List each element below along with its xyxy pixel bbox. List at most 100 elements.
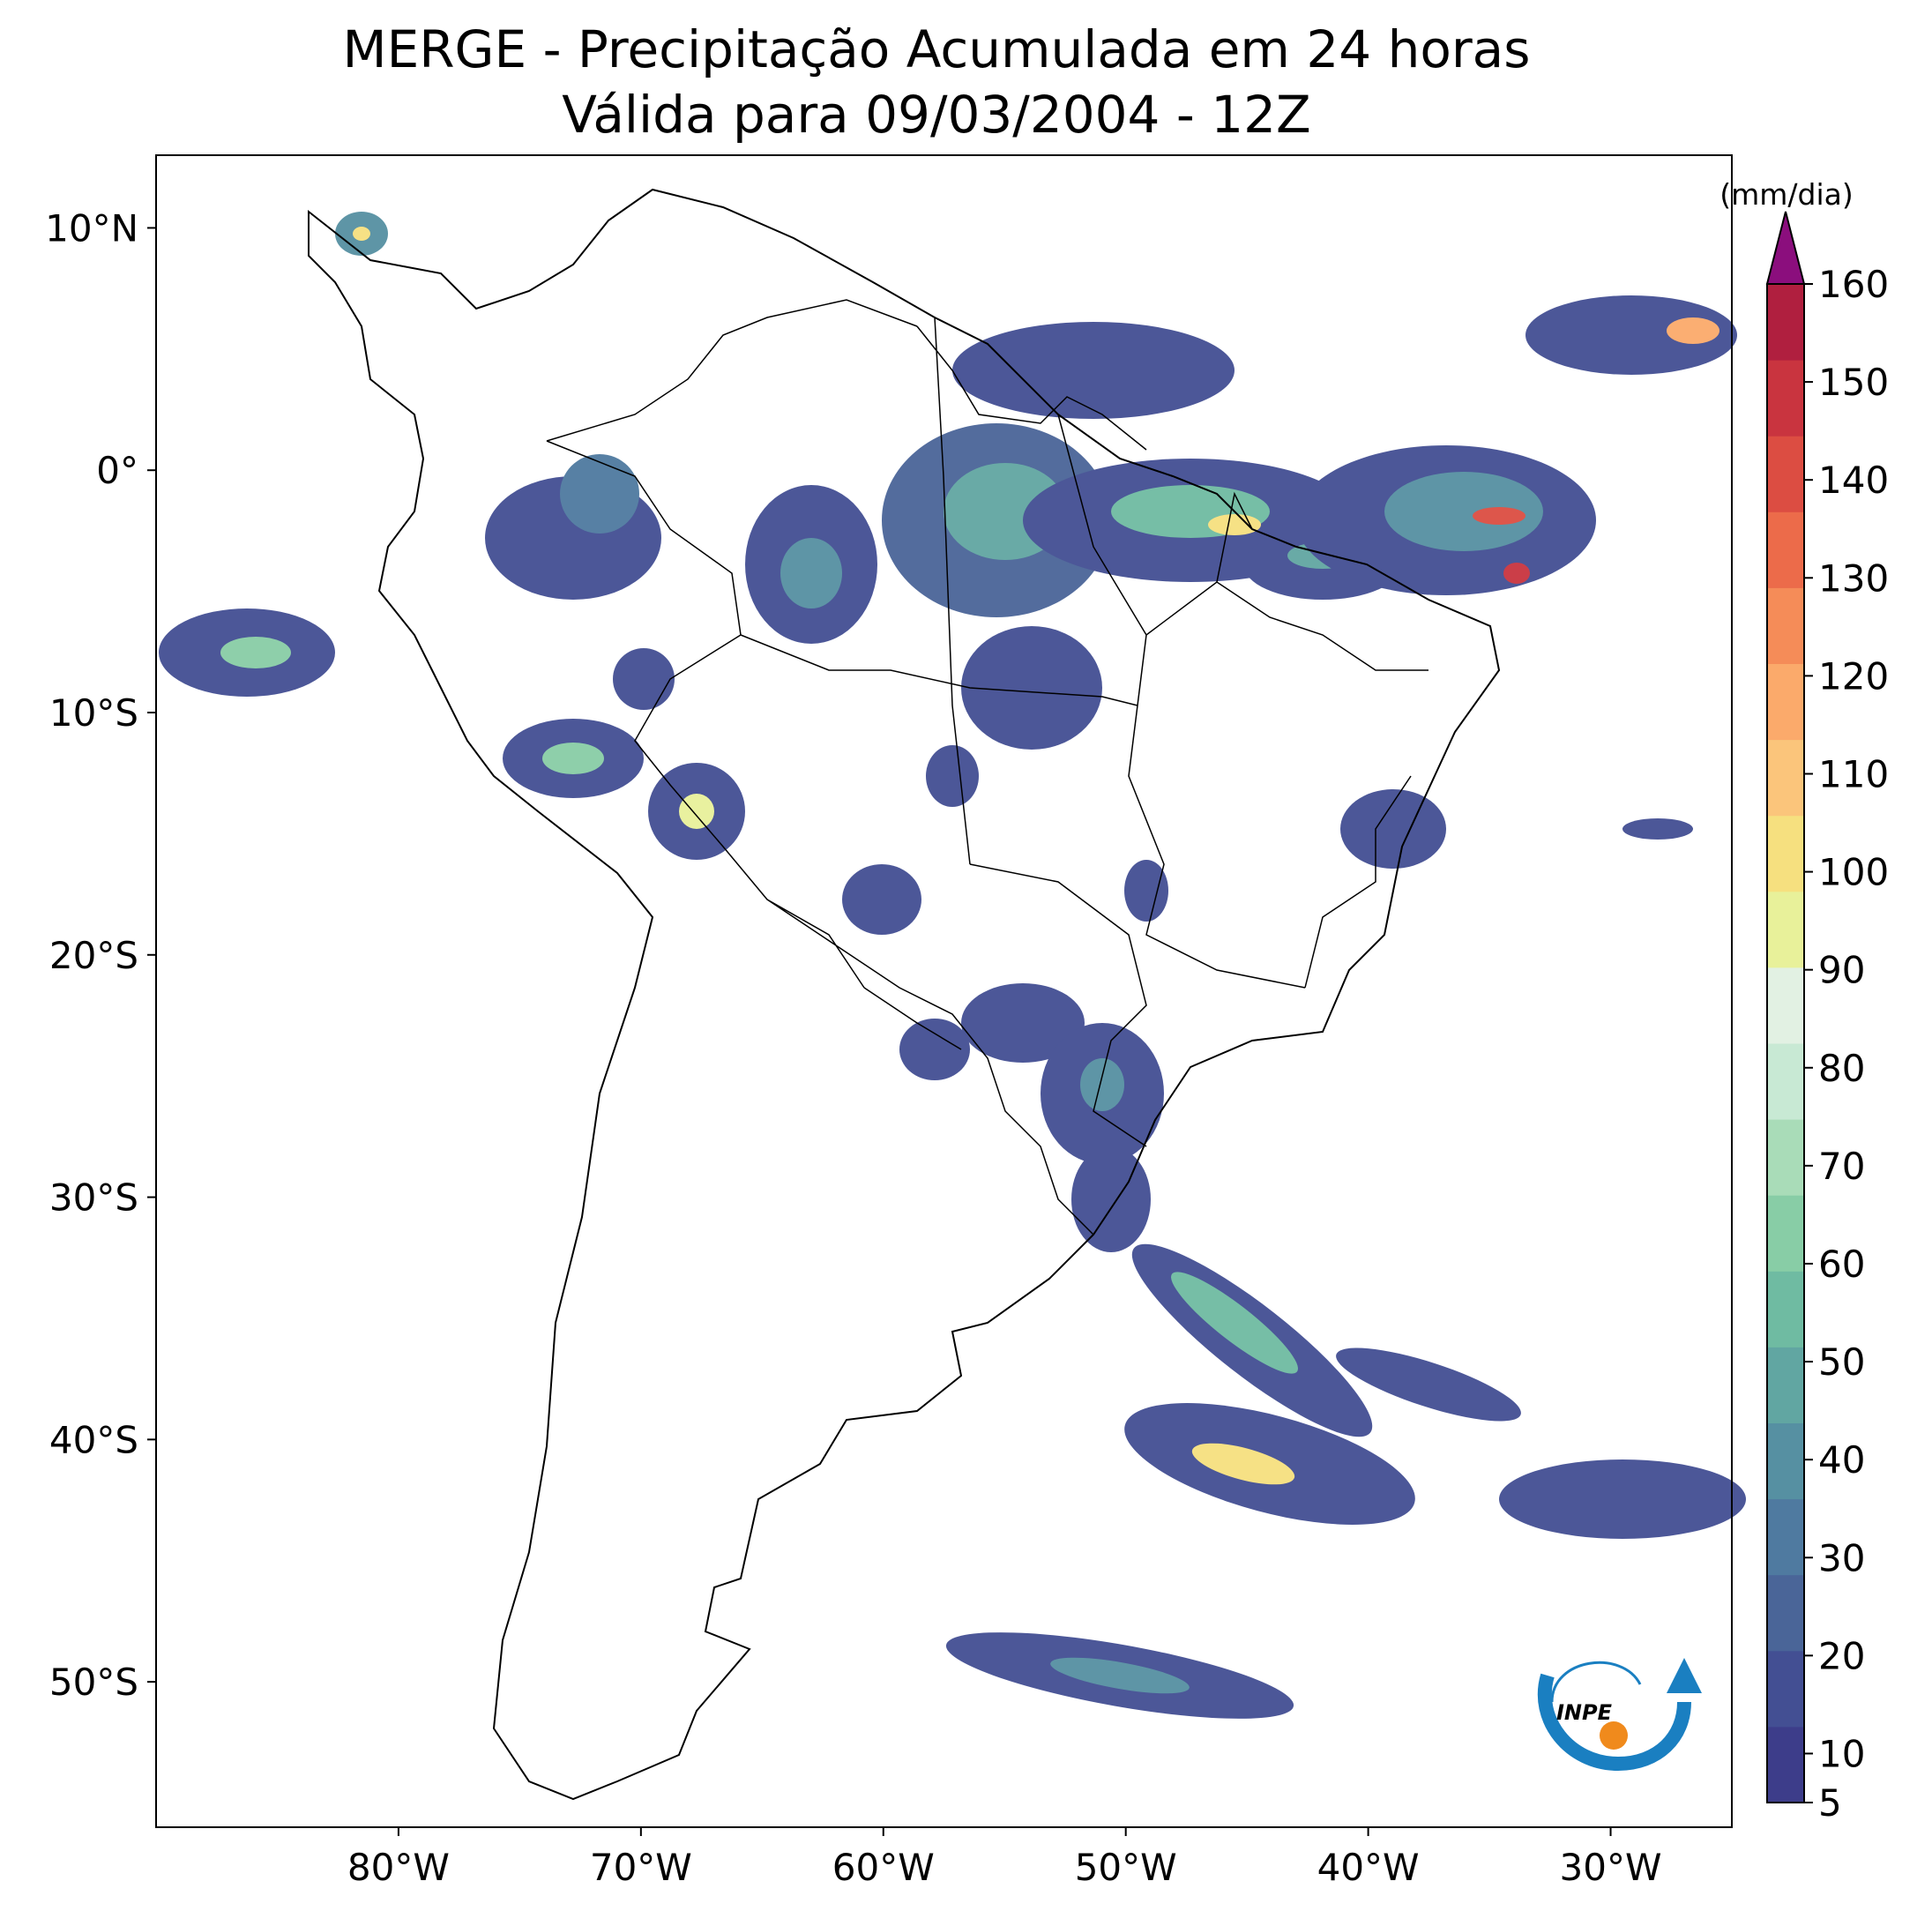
map-frame [155, 154, 1733, 1828]
longitude-axis: 80°W 70°W 60°W 50°W 40°W 30°W [347, 1827, 1662, 1889]
colorbar-frame [1766, 283, 1805, 1803]
colorbar-tick-label: 160 [1818, 263, 1889, 306]
colorbar-segment [1767, 360, 1804, 437]
colorbar-segment [1767, 1422, 1804, 1500]
map-title-line-2: Válida para 09/03/2004 - 12Z [562, 85, 1311, 145]
colorbar-segment [1767, 1498, 1804, 1576]
lat-tick-label: 40°S [49, 1418, 138, 1461]
lat-tick-label: 50°S [49, 1661, 138, 1704]
colorbar-segment [1767, 1271, 1804, 1347]
colorbar-segment [1767, 284, 1804, 361]
precip-blob [542, 743, 604, 774]
colorbar-segment [1767, 815, 1804, 892]
colorbar-tick-label: 120 [1818, 654, 1889, 698]
colorbar: (mm/dia) 5 10 20 30 40 50 60 70 80 90 100 110 120 130… [1719, 177, 1889, 1825]
precip-blob [1499, 1459, 1746, 1539]
colorbar-tick-label: 90 [1818, 949, 1865, 992]
precip-blob [1340, 789, 1446, 869]
map-background [156, 155, 1732, 1827]
colorbar-segment [1767, 1119, 1804, 1196]
precip-blob [1124, 860, 1168, 922]
logo-orbit [1550, 1661, 1642, 1703]
colorbar-segment [1767, 739, 1804, 817]
logo-orange-dot [1600, 1721, 1628, 1750]
precip-blob [1191, 1443, 1295, 1485]
precipitation-field [159, 212, 1746, 1719]
lat-tick-label: 30°S [49, 1176, 138, 1220]
precip-blob [1667, 317, 1719, 344]
lat-tick-label: 10°S [49, 691, 138, 735]
colorbar-tick-label: 140 [1818, 459, 1889, 502]
lon-tick-label: 60°W [832, 1846, 935, 1889]
precip-blob [1071, 1146, 1151, 1252]
colorbar-tick-label: 10 [1818, 1732, 1865, 1775]
colorbar-tick-label: 110 [1818, 752, 1889, 795]
lat-tick-label: 0° [96, 449, 138, 492]
precip-blob [560, 454, 639, 534]
inpe-logo: INPE [1537, 1658, 1702, 1772]
colorbar-tick-label: 5 [1818, 1781, 1842, 1825]
lon-tick-label: 80°W [347, 1846, 450, 1889]
colorbar-segment [1767, 663, 1804, 741]
south-america-coastline [308, 188, 1501, 1801]
precip-blob [1525, 295, 1737, 375]
precip-blob [613, 648, 675, 710]
colorbar-extend-arrow [1765, 211, 1806, 285]
precip-blob [1622, 818, 1693, 840]
logo-text: INPE [1556, 1700, 1613, 1725]
colorbar-segment [1767, 1650, 1804, 1728]
precip-blob [1171, 1272, 1298, 1374]
colorbar-segment [1767, 1726, 1804, 1803]
precip-blob [220, 637, 291, 668]
lat-tick-label: 10°N [45, 206, 138, 250]
colorbar-tick-label: 60 [1818, 1243, 1865, 1286]
precip-blob [899, 1019, 970, 1080]
colorbar-segment [1767, 1043, 1804, 1120]
precip-blob [1208, 514, 1261, 535]
lon-tick-label: 40°W [1317, 1846, 1420, 1889]
colorbar-tick-label: 40 [1818, 1438, 1865, 1482]
colorbar-segment [1767, 1574, 1804, 1652]
colorbar-tick-label: 130 [1818, 556, 1889, 600]
precip-blob [1473, 507, 1525, 525]
precip-blob [679, 794, 714, 829]
lon-tick-label: 30°W [1560, 1846, 1662, 1889]
colorbar-segment [1767, 967, 1804, 1044]
colorbar-tick-label: 100 [1818, 851, 1889, 894]
logo-arc [1537, 1673, 1691, 1772]
colorbar-tick-label: 30 [1818, 1536, 1865, 1579]
colorbar-tick-label: 80 [1818, 1047, 1865, 1090]
colorbar-tick-label: 70 [1818, 1145, 1865, 1188]
country-borders [546, 299, 1428, 1235]
lon-tick-label: 50°W [1075, 1846, 1177, 1889]
precip-blob [842, 864, 921, 935]
precip-blob [1336, 1347, 1521, 1422]
colorbar-tick-label: 50 [1818, 1340, 1865, 1384]
colorbar-tick-label: 20 [1818, 1634, 1865, 1677]
colorbar-segment [1767, 511, 1804, 588]
colorbar-segment [1767, 1347, 1804, 1423]
lat-tick-label: 20°S [49, 934, 138, 977]
precip-blob [961, 626, 1102, 750]
colorbar-segment [1767, 587, 1804, 664]
precip-blob [353, 227, 370, 241]
precip-blob [961, 983, 1085, 1063]
colorbar-ticks: 5 10 20 30 40 50 60 70 80 90 100 110 120 130 140 150 160 [1804, 263, 1889, 1825]
precip-blob [1503, 563, 1530, 584]
precip-blob [780, 538, 842, 608]
map-title-line-1: MERGE - Precipitação Acumulada em 24 hor… [343, 19, 1531, 79]
precip-blob [952, 322, 1235, 419]
colorbar-unit-label: (mm/dia) [1719, 177, 1854, 212]
precip-blob [1384, 472, 1543, 551]
logo-arrow [1667, 1658, 1702, 1693]
colorbar-tick-label: 150 [1818, 361, 1889, 404]
latitude-axis: 10°N 0° 10°S 20°S 30°S 40°S 50°S [45, 206, 156, 1704]
colorbar-segment [1767, 1195, 1804, 1272]
map-area [155, 154, 1746, 1828]
colorbar-segment [1767, 436, 1804, 512]
colorbar-segments [1767, 284, 1804, 1803]
precip-blob [1050, 1657, 1190, 1694]
lon-tick-label: 70°W [590, 1846, 692, 1889]
colorbar-segment [1767, 891, 1804, 968]
